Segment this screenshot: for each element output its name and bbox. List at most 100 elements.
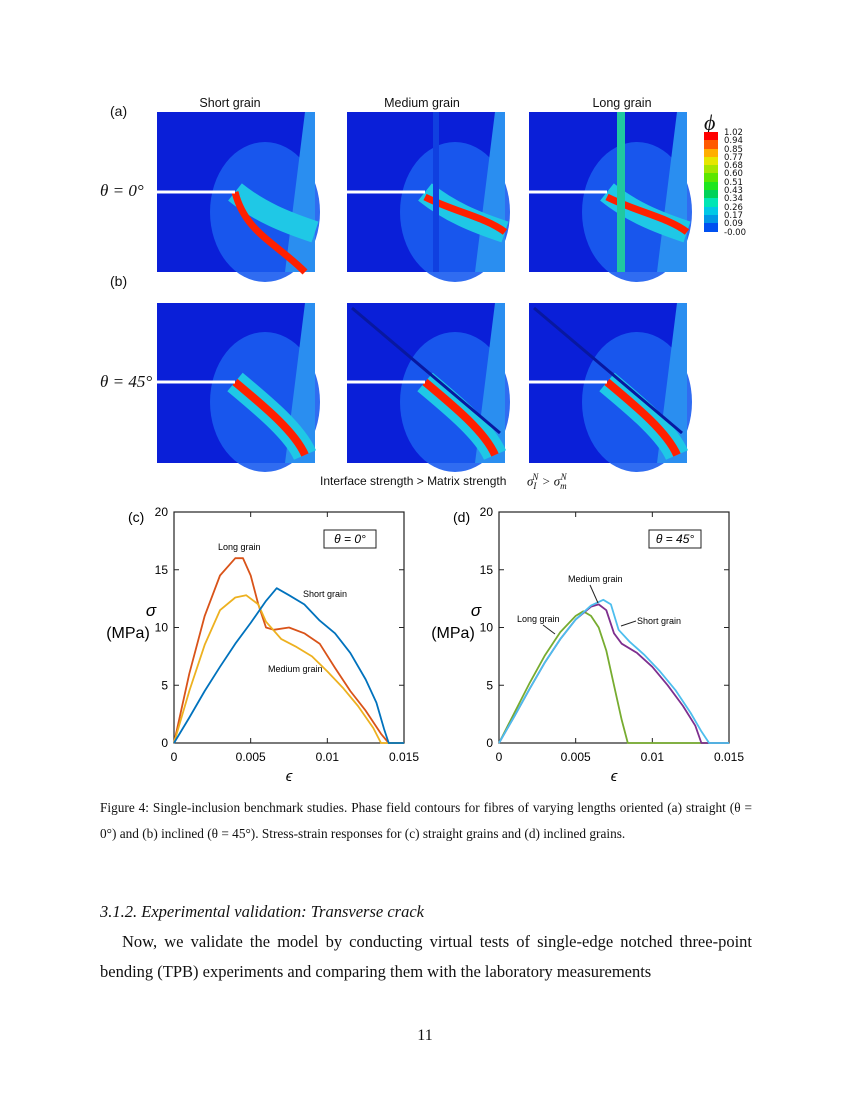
x-tick-label: 0.015 xyxy=(714,750,744,764)
series-label: Short grain xyxy=(303,589,347,599)
annotation-text: θ = 0° xyxy=(334,532,366,546)
series-line xyxy=(498,610,729,744)
colorbar-swatch xyxy=(704,206,718,215)
x-tick-label: 0.01 xyxy=(316,750,340,764)
label-leader xyxy=(620,620,637,627)
series-label: Medium grain xyxy=(568,574,623,584)
series-line xyxy=(498,603,729,744)
colorbar-label: 0.43 xyxy=(724,186,743,197)
annotation-box xyxy=(648,529,702,549)
figure-caption: Figure 4: Single-inclusion benchmark stu… xyxy=(100,800,752,841)
row-a-angle: θ = 0° xyxy=(100,181,144,200)
contour-panel xyxy=(157,303,320,472)
y-tick-label: 0 xyxy=(486,736,493,750)
x-tick-label: 0.01 xyxy=(641,750,665,764)
grain-inclusion xyxy=(351,306,501,435)
colorbar-symbol: ϕ xyxy=(704,110,716,135)
contour-panel xyxy=(347,303,510,472)
row-b-label: (b) xyxy=(110,273,128,289)
contour-panel xyxy=(529,112,692,282)
colorbar-swatch xyxy=(704,190,718,199)
y-tick-label: 15 xyxy=(480,563,494,577)
crack-band xyxy=(604,378,681,457)
grain-inclusion xyxy=(433,112,439,272)
annotation-text: θ = 45° xyxy=(656,532,695,546)
column-title-short: Short grain xyxy=(199,96,261,110)
chart-c: 0 5 10 15 20 0 0.005 0.01 0.015 (c) ϵ σ (MPa) θ = 0° L… xyxy=(106,505,419,785)
y-axis-symbol: σ xyxy=(146,601,157,620)
colorbar-label: 0.34 xyxy=(724,194,743,205)
series-label: Short grain xyxy=(637,616,681,626)
colorbar-label: 0.94 xyxy=(724,136,743,147)
series-line xyxy=(173,594,404,744)
grain-inclusion xyxy=(617,112,625,272)
interface-formula: σIN > σmN xyxy=(527,472,567,491)
colorbar-swatch xyxy=(704,223,718,232)
panel-label: (c) xyxy=(128,509,144,525)
annotation-box xyxy=(323,529,377,549)
row-b-angle: θ = 45° xyxy=(100,372,153,391)
section-heading: 3.1.2. Experimental validation: Transver… xyxy=(100,902,424,921)
colorbar-label: 0.26 xyxy=(724,202,743,213)
column-title-medium: Medium grain xyxy=(384,96,460,110)
label-leader xyxy=(542,624,556,635)
colorbar-label: 0.51 xyxy=(724,177,743,188)
colorbar-label: 0.17 xyxy=(724,210,743,221)
x-axis-label: ϵ xyxy=(611,768,618,785)
column-title-long: Long grain xyxy=(592,96,652,110)
y-tick-label: 20 xyxy=(155,505,169,519)
colorbar-swatch xyxy=(704,173,718,182)
label-leader xyxy=(589,584,599,604)
colorbar-label: 1.02 xyxy=(724,128,743,138)
colorbar-labels: 1.02 0.94 0.85 0.77 0.68 0.60 0.51 0.43 0.34 0.26… xyxy=(724,129,746,237)
colorbar-swatch xyxy=(704,148,718,157)
x-tick-label: 0.005 xyxy=(236,750,266,764)
colorbar-label: 0.68 xyxy=(724,161,743,172)
colorbar-swatch xyxy=(704,198,718,207)
crack-band xyxy=(231,191,308,275)
row-a-label: (a) xyxy=(110,103,128,119)
series-line xyxy=(498,598,729,744)
x-tick-label: 0.015 xyxy=(389,750,419,764)
y-tick-label: 15 xyxy=(155,563,169,577)
series-label: Long grain xyxy=(517,614,560,624)
y-tick-label: 5 xyxy=(486,678,493,692)
page-number: 11 xyxy=(417,1027,433,1044)
series-label: Long grain xyxy=(218,542,261,552)
crack-band xyxy=(605,193,690,235)
body-paragraph: Now, we validate the model by conducting… xyxy=(100,932,752,981)
panel-label: (d) xyxy=(453,509,470,525)
colorbar-swatch xyxy=(704,156,718,166)
y-axis-symbol: σ xyxy=(471,601,482,620)
colorbar-swatch xyxy=(704,140,718,149)
y-tick-label: 10 xyxy=(155,621,169,635)
chart-d: 0 5 10 15 20 0 0.005 0.01 0.015 (d) ϵ σ (MPa) θ = 45°… xyxy=(431,505,744,785)
contour-panel xyxy=(157,112,320,282)
colorbar-label: -0.00 xyxy=(724,227,746,238)
y-axis-unit: (MPa) xyxy=(431,625,475,642)
crack-band xyxy=(422,378,499,457)
colorbar-label: 0.77 xyxy=(724,152,743,163)
colorbar-swatch xyxy=(704,181,718,191)
grain-inclusion xyxy=(533,306,683,435)
series-label: Medium grain xyxy=(268,664,323,674)
colorbar-label: 0.09 xyxy=(724,219,743,230)
phase-field-contours xyxy=(157,112,692,472)
colorbar xyxy=(704,132,718,232)
colorbar-swatch xyxy=(704,132,718,141)
colorbar-label: 0.60 xyxy=(724,169,743,180)
series-line xyxy=(173,557,404,744)
x-tick-label: 0 xyxy=(171,750,178,764)
x-axis-label: ϵ xyxy=(286,768,293,785)
y-tick-label: 20 xyxy=(480,505,494,519)
y-tick-label: 10 xyxy=(480,621,494,635)
y-tick-label: 5 xyxy=(161,678,168,692)
series-line xyxy=(173,587,404,744)
crack-band xyxy=(232,378,309,457)
colorbar-label: 0.85 xyxy=(724,144,743,155)
interface-note: Interface strength > Matrix strength xyxy=(320,474,507,488)
colorbar-swatch xyxy=(704,165,718,174)
contour-band xyxy=(228,183,319,243)
y-axis-unit: (MPa) xyxy=(106,625,150,642)
